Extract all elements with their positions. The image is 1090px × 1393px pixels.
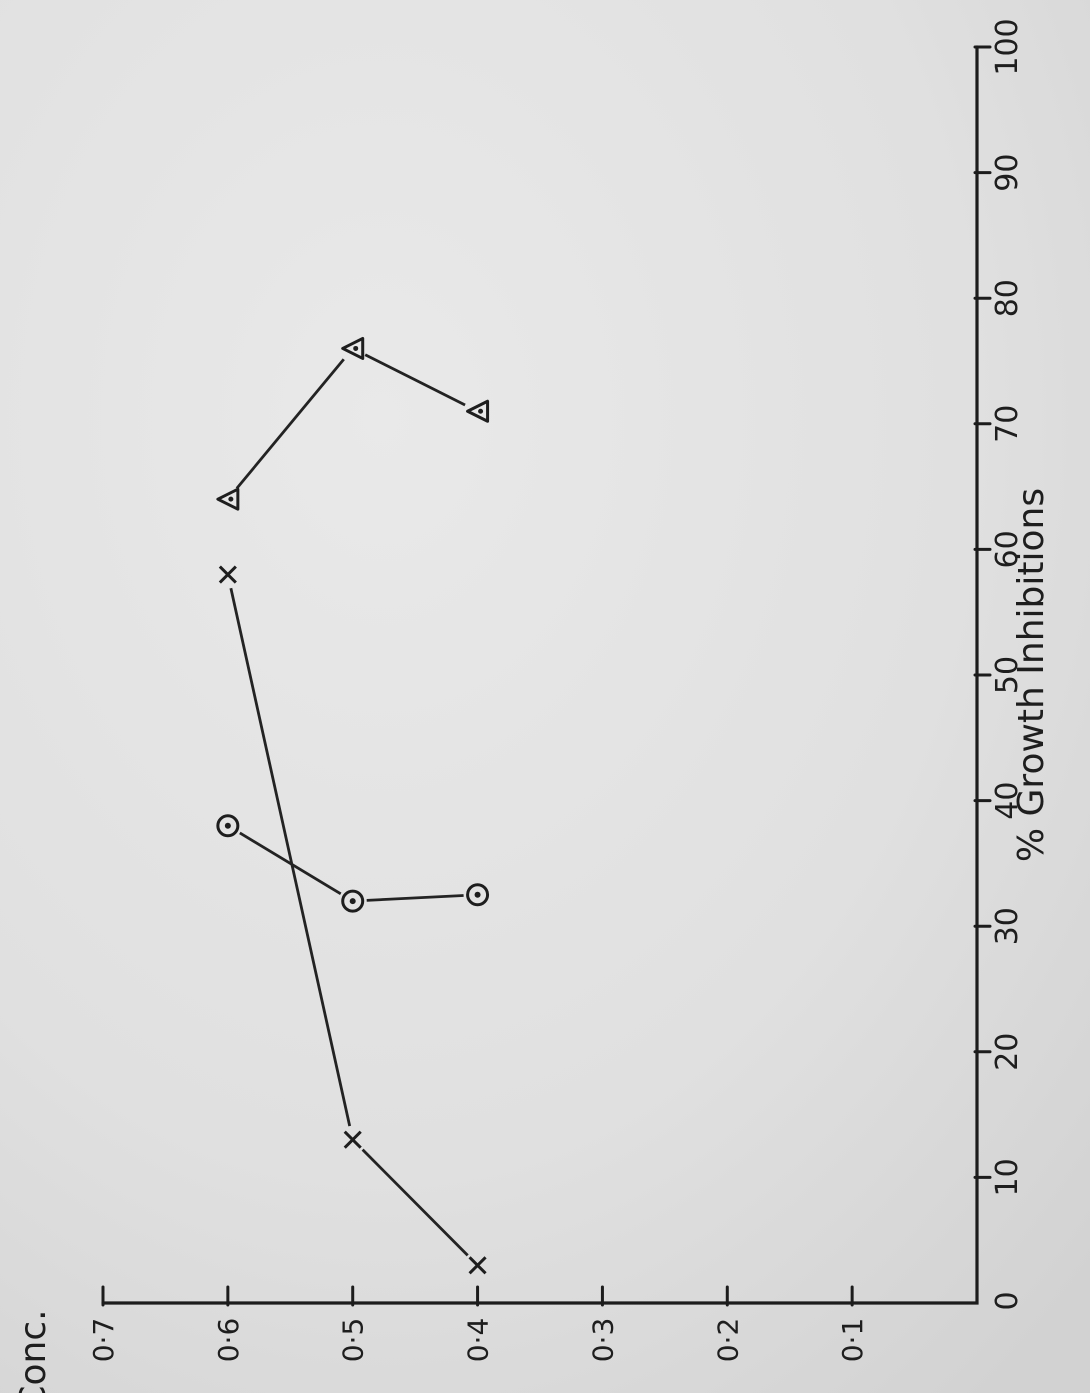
plot-area (216, 336, 490, 1275)
series-1-point (343, 1130, 362, 1149)
y-tick-label: 0·4 (462, 1318, 495, 1363)
x-tick-label: 70 (990, 405, 1025, 443)
x-tick-label: 30 (990, 907, 1025, 945)
circle-marker (216, 814, 240, 838)
cross-marker (343, 1130, 362, 1149)
series-1-segment (229, 587, 352, 1127)
series-3-segment (235, 358, 345, 490)
x-tick-label: 60 (990, 530, 1025, 568)
series-2-segment (239, 831, 342, 896)
y-tick-label: 0·1 (836, 1318, 869, 1363)
triangle-marker-dot (478, 408, 484, 414)
triangle-marker (466, 399, 490, 423)
y-tick-label: 0·2 (711, 1318, 744, 1363)
circle-marker-dot (474, 891, 481, 898)
x-axis-ticks: 0 10 20 30 40 50 60 70 80 90 100 (973, 18, 1025, 1311)
y-axis-ticks: 0·1 0·2 0·3 0·4 0·5 0·6 0·7 (87, 1285, 869, 1363)
series-3-point (466, 399, 490, 423)
y-tick-label: 0·7 (87, 1318, 120, 1363)
triangle-marker (341, 336, 365, 360)
series-3-segment (364, 353, 466, 407)
cross-marker (468, 1256, 487, 1275)
series-2-point (341, 889, 365, 913)
series-markers (216, 336, 490, 1275)
x-tick-label: 50 (990, 656, 1025, 694)
x-tick-label: 90 (990, 154, 1025, 192)
series-3-point (216, 487, 240, 511)
x-axis-label: % Growth Inhibitions (1011, 488, 1052, 862)
y-tick-label: 0·5 (337, 1318, 370, 1363)
series-2-segment (366, 894, 464, 902)
cross-marker (218, 565, 237, 584)
x-tick-label: 20 (990, 1033, 1025, 1071)
y-tick-label: 0·6 (212, 1318, 245, 1363)
x-tick-label: 10 (990, 1158, 1025, 1196)
series-3-point (341, 336, 365, 360)
x-tick-label: 80 (990, 279, 1025, 317)
x-tick-label: 40 (990, 782, 1025, 820)
y-axis-label: Conc. (13, 1309, 54, 1393)
series-connectors (229, 353, 469, 1257)
series-2-point (466, 883, 490, 907)
circle-marker-dot (224, 822, 231, 829)
series-1-point (468, 1256, 487, 1275)
x-tick-label: 100 (990, 18, 1025, 75)
y-tick-label: 0·3 (586, 1318, 619, 1363)
x-tick-label: 0 (990, 1291, 1025, 1310)
triangle-marker-dot (228, 496, 234, 502)
triangle-marker (216, 487, 240, 511)
series-1-segment (361, 1148, 469, 1257)
circle-marker (341, 889, 365, 913)
circle-marker (466, 883, 490, 907)
circle-marker-dot (349, 898, 356, 905)
series-1-point (218, 565, 237, 584)
series-2-point (216, 814, 240, 838)
triangle-marker-dot (353, 345, 359, 351)
axes-frame (101, 45, 979, 1305)
